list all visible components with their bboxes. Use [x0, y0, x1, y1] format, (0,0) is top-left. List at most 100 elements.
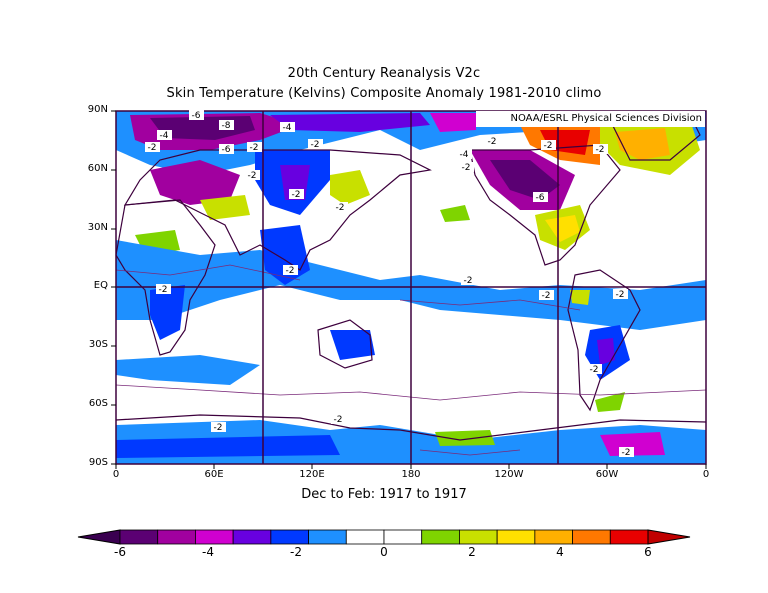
colorbar-box [119, 529, 159, 545]
colorbar-box [345, 529, 385, 545]
anomaly-patch [330, 170, 370, 205]
contour-label: -2 [336, 203, 345, 213]
colorbar-box [496, 529, 536, 545]
anomaly-patch [270, 113, 430, 132]
contour-label-bg [485, 136, 500, 146]
contour-label-bg [539, 290, 554, 300]
contour-label-bg [156, 284, 171, 294]
anomaly-patch [490, 160, 560, 200]
anomaly-patch [116, 435, 340, 458]
contour-label: -2 [248, 171, 257, 181]
anomaly-patch [330, 330, 375, 360]
lon-label: 120E [299, 469, 325, 480]
contour-label: -2 [590, 365, 599, 375]
contour-label: -4 [460, 150, 469, 160]
contour-label-bg [459, 162, 474, 172]
contour-label-bg [289, 189, 304, 199]
contour-label: -2 [311, 140, 320, 150]
contour-line [419, 449, 521, 456]
contour-label-bg [619, 447, 634, 457]
contour-label-bg [587, 364, 602, 374]
anomaly-patch [430, 113, 476, 132]
contour-label: -2 [616, 290, 625, 300]
lat-label: 60S [88, 398, 108, 409]
lon-label: 60E [204, 469, 224, 480]
contour-label: -2 [292, 190, 301, 200]
colorbar-tick: -2 [290, 545, 302, 559]
contour-label: -6 [222, 145, 231, 155]
contour-label: -2 [250, 143, 259, 153]
lon-label: 0 [112, 469, 120, 480]
lon-label: 120W [494, 469, 524, 480]
contour-lines [115, 264, 707, 456]
contour-label: -4 [283, 123, 292, 133]
colorbar-tick: 6 [644, 545, 652, 559]
anomaly-patch [600, 432, 665, 456]
contour-label: -2 [159, 285, 168, 295]
map-title: 20th Century Reanalysis V2c [287, 66, 481, 81]
lon-label: 180 [401, 469, 421, 480]
contour-label: -2 [622, 448, 631, 458]
contour-label-bg [333, 202, 348, 212]
contour-label: -2 [464, 276, 473, 286]
contour-label-bg [145, 142, 160, 152]
anomaly-patch [615, 128, 670, 160]
contour-label: -6 [192, 111, 201, 121]
coastline-australia [317, 319, 373, 369]
contour-line [399, 299, 581, 311]
colorbar-box [232, 529, 272, 545]
contour-label-bg [461, 275, 476, 285]
contour-label: -8 [222, 121, 231, 131]
contour-label-bg [211, 422, 226, 432]
colorbar-box [270, 529, 309, 545]
contour-label: -2 [488, 137, 497, 147]
lon-label: 0 [702, 469, 710, 480]
contour-label-bg [283, 265, 298, 275]
contour-label: -2 [334, 415, 343, 425]
contour-label: -2 [462, 163, 471, 173]
colorbar-low-arrow [77, 529, 121, 545]
colorbar-box [383, 529, 423, 545]
lat-label: 90S [88, 457, 108, 468]
contour-label: -2 [148, 143, 157, 153]
contour-label-bg [157, 130, 172, 140]
anomaly-patch [200, 195, 250, 220]
credit-label: NOAA/ESRL Physical Sciences Division [476, 111, 705, 127]
coastline-south-america [567, 269, 641, 412]
contour-label-bg [593, 144, 608, 154]
colorbar-box [157, 529, 196, 545]
time-range-label: Dec to Feb: 1917 to 1917 [301, 487, 467, 502]
anomaly-patch [597, 338, 615, 365]
colorbar-high-arrow [647, 529, 691, 545]
lat-label: 90N [87, 104, 108, 115]
anomaly-patch [150, 285, 185, 340]
anomaly-patch [570, 290, 590, 305]
coastline-antarctica [115, 414, 707, 441]
contour-label: -6 [536, 193, 545, 203]
graticule [116, 111, 706, 464]
colorbar-tick: 4 [556, 545, 564, 559]
anomaly-patch [545, 215, 580, 242]
contour-label-bg [247, 142, 262, 152]
contour-label-bg [613, 289, 628, 299]
contour-label-bg [189, 110, 204, 120]
contour-label-bg [280, 122, 295, 132]
anomaly-patch [440, 205, 470, 222]
colorbar-box [421, 529, 460, 545]
contour-label-bg [308, 139, 323, 149]
contour-label: -2 [214, 423, 223, 433]
colorbar-tick: 2 [468, 545, 476, 559]
colorbar-box [609, 529, 649, 545]
lat-label: EQ [93, 280, 108, 291]
map-subtitle-variable: Skin Temperature (Kelvins) Composite Ano… [166, 86, 602, 101]
colorbar-box [195, 529, 234, 545]
anomaly-patch [435, 430, 495, 446]
contour-label-bg [245, 170, 260, 180]
contour-label: -2 [544, 141, 553, 151]
contour-label-bg [533, 192, 548, 202]
lat-ticks [111, 110, 707, 469]
lat-label: 60N [87, 163, 108, 174]
contour-label-bg [541, 140, 556, 150]
